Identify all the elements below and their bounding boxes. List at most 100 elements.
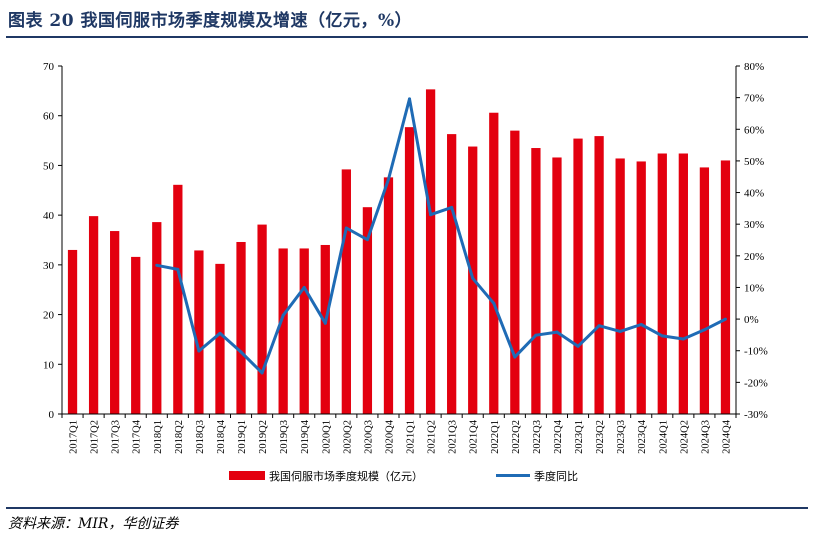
left-tick-label: 30 — [43, 260, 55, 272]
bar-2022Q4 — [552, 157, 562, 414]
bar-2024Q3 — [699, 167, 710, 414]
x-tick-label: 2017Q4 — [132, 419, 143, 454]
x-tick-label: 2018Q1 — [153, 420, 164, 454]
x-tick-label: 2017Q3 — [111, 420, 122, 454]
bar-2018Q4 — [215, 263, 225, 414]
yoy-point-2019Q3 — [281, 313, 285, 317]
left-tick-label: 10 — [43, 359, 55, 371]
bar-2020Q1 — [320, 244, 330, 414]
x-tick-label: 2019Q4 — [300, 419, 311, 454]
right-tick-label: 40% — [744, 188, 764, 200]
yoy-point-2022Q2 — [513, 355, 517, 359]
x-tick-label: 2024Q3 — [700, 420, 711, 454]
bar-2020Q3 — [362, 207, 373, 414]
x-tick-label: 2020Q3 — [363, 420, 374, 454]
yoy-point-2019Q4 — [302, 285, 306, 289]
x-tick-label: 2023Q2 — [595, 420, 606, 454]
yoy-point-2018Q2 — [176, 267, 180, 271]
bar-2020Q4 — [383, 177, 394, 414]
title-divider — [6, 36, 808, 38]
yoy-point-2024Q1 — [660, 334, 664, 338]
yoy-point-2018Q3 — [197, 349, 201, 353]
yoy-point-2024Q4 — [723, 317, 727, 321]
right-tick-label: 0% — [744, 314, 759, 326]
bar-2017Q4 — [131, 256, 141, 414]
left-tick-label: 70 — [43, 61, 55, 73]
legend-bar-swatch — [229, 471, 265, 480]
yoy-point-2022Q3 — [534, 333, 538, 337]
line-series — [155, 97, 727, 375]
legend-bar-label: 我国伺服市场季度规模（亿元） — [269, 469, 423, 483]
right-tick-label: 10% — [744, 282, 764, 294]
x-tick-label: 2021Q4 — [469, 419, 480, 454]
axes: 0 10 20 30 40 50 60 70 -30% -20% -10% 0% 10% 20% 30% 40… — [43, 61, 768, 454]
yoy-point-2018Q1 — [155, 263, 159, 267]
right-tick-label: -20% — [744, 377, 768, 389]
right-tick-label: 30% — [744, 219, 764, 231]
bar-2022Q2 — [510, 130, 520, 414]
bar-2023Q2 — [594, 136, 604, 414]
bar-2024Q2 — [678, 153, 688, 415]
right-tick-label: -30% — [744, 409, 768, 421]
x-tick-label: 2019Q3 — [279, 420, 290, 454]
yoy-point-2021Q2 — [429, 213, 433, 217]
right-tick-label: 50% — [744, 156, 764, 168]
x-tick-label: 2022Q2 — [511, 420, 522, 454]
x-tick-label: 2018Q2 — [174, 420, 185, 454]
x-tick-label: 2022Q3 — [532, 420, 543, 454]
left-tick-label: 60 — [43, 111, 55, 123]
left-tick-label: 50 — [43, 160, 55, 172]
footer-divider — [6, 507, 808, 509]
bar-2019Q2 — [257, 224, 267, 414]
yoy-point-2023Q4 — [639, 322, 643, 326]
x-tick-label: 2022Q4 — [553, 419, 564, 454]
left-tick-label: 20 — [43, 310, 55, 322]
yoy-point-2023Q1 — [576, 344, 580, 348]
right-tick-label: 70% — [744, 93, 764, 105]
x-tick-label: 2023Q4 — [637, 419, 648, 454]
yoy-point-2020Q2 — [344, 226, 348, 230]
bar-2024Q4 — [720, 160, 731, 414]
yoy-point-2022Q1 — [492, 301, 496, 305]
right-tick-label: 80% — [744, 61, 764, 73]
yoy-point-2023Q2 — [597, 324, 601, 328]
chart-title: 图表 20 我国伺服市场季度规模及增速（亿元，%） — [8, 11, 413, 31]
x-tick-label: 2024Q2 — [679, 420, 690, 454]
bar-2019Q1 — [236, 241, 246, 414]
yoy-point-2018Q4 — [218, 331, 222, 335]
right-tick-label: -10% — [744, 346, 768, 358]
x-tick-label: 2019Q1 — [237, 420, 248, 454]
source-note: 资料来源：MIR，华创证券 — [8, 516, 179, 532]
x-tick-label: 2020Q1 — [321, 420, 332, 454]
bar-2019Q3 — [278, 248, 288, 414]
yoy-point-2020Q4 — [386, 177, 390, 181]
bar-2023Q3 — [615, 158, 625, 414]
yoy-point-2023Q3 — [618, 329, 622, 333]
legend: 我国伺服市场季度规模（亿元） 季度同比 — [229, 469, 578, 483]
x-tick-label: 2020Q2 — [342, 420, 353, 454]
yoy-point-2024Q2 — [681, 337, 685, 341]
bar-2017Q1 — [67, 249, 78, 414]
right-tick-label: 60% — [744, 124, 764, 136]
x-tick-label: 2021Q1 — [406, 420, 417, 454]
yoy-growth-line — [156, 97, 727, 375]
x-tick-label: 2024Q1 — [658, 420, 669, 454]
bar-2018Q1 — [152, 222, 162, 414]
yoy-point-2020Q1 — [323, 321, 327, 325]
bar-2018Q2 — [173, 184, 183, 414]
x-tick-label: 2017Q1 — [69, 420, 80, 454]
legend-line-label: 季度同比 — [534, 469, 578, 483]
x-tick-label: 2023Q1 — [574, 420, 585, 454]
bar-2018Q3 — [194, 250, 204, 414]
yoy-point-2019Q2 — [260, 371, 264, 375]
yoy-point-2022Q4 — [555, 330, 559, 334]
yoy-point-2021Q1 — [408, 97, 412, 101]
x-tick-label: 2021Q3 — [448, 420, 459, 454]
left-tick-label: 40 — [43, 210, 55, 222]
x-tick-label: 2017Q2 — [90, 420, 101, 454]
x-tick-label: 2019Q2 — [258, 420, 269, 454]
bar-2023Q1 — [573, 138, 583, 414]
x-tick-label: 2018Q4 — [216, 419, 227, 454]
bar-2019Q4 — [299, 248, 309, 414]
